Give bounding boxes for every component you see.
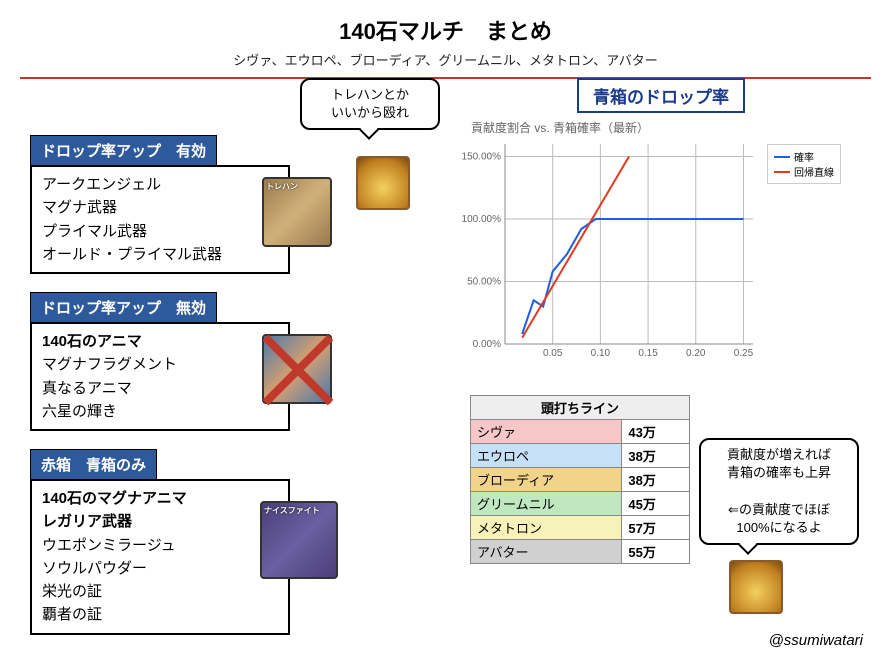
credit: @ssumiwatari [769,632,863,649]
treasure-chest-icon [729,560,783,614]
legend-item: 回帰直線 [774,164,834,179]
table-header: 頭打ちライン [471,396,690,420]
list-item: ウエポンミラージュ [42,534,278,557]
list-item: マグナフラグメント [42,353,278,376]
speech-line: 青箱の確率も上昇 [727,465,831,480]
list-item: オールド・プライマル武器 [42,243,278,266]
list-item: レガリア武器 [42,510,278,533]
list-item: 真なるアニマ [42,377,278,400]
list-item: 栄光の証 [42,580,278,603]
section-header: ドロップ率アップ 有効 [30,135,217,166]
svg-text:0.20: 0.20 [686,348,706,359]
speech-bubble-right: 貢献度が増えれば 青箱の確率も上昇 ⇐の貢献度でほぼ 100%になるよ [699,438,859,545]
character-image [262,334,332,404]
section-body: アークエンジェル マグナ武器 プライマル武器 オールド・プライマル武器 トレハン [30,165,290,274]
table-cell: 45万 [622,492,690,516]
table-cell: 55万 [622,540,690,564]
section-body: 140石のマグナアニマ レガリア武器 ウエポンミラージュ ソウルパウダー 栄光の… [30,479,290,635]
page-title: 140石マルチ まとめ [0,0,891,46]
character-image: ナイスファイト [260,501,338,579]
speech-line: ⇐の貢献度でほぼ [728,502,830,517]
svg-text:0.15: 0.15 [638,348,658,359]
section-body: 140石のアニマ マグナフラグメント 真なるアニマ 六星の輝き [30,322,290,431]
page-subtitle: シヴァ、エウロペ、ブローディア、グリームニル、メタトロン、アバター [0,46,891,77]
table-row: シヴァ43万 [471,420,690,444]
legend-swatch [774,156,790,158]
svg-text:0.10: 0.10 [591,348,611,359]
legend-label: 回帰直線 [794,164,834,179]
table-cell: メタトロン [471,516,622,540]
speech-line: トレハンとか [331,87,409,102]
chart-legend: 確率 回帰直線 [767,144,841,184]
table-cell: 57万 [622,516,690,540]
character-image: トレハン [262,177,332,247]
threshold-table: 頭打ちライン シヴァ43万エウロペ38万ブローディア38万グリームニル45万メタ… [470,395,690,564]
table-row: アバター55万 [471,540,690,564]
svg-text:50.00%: 50.00% [467,277,501,288]
list-item: 140石のアニマ [42,330,278,353]
legend-label: 確率 [794,149,814,164]
table-cell: エウロペ [471,444,622,468]
list-item: マグナ武器 [42,196,278,219]
svg-text:0.25: 0.25 [734,348,754,359]
chart-subtitle: 貢献度割合 vs. 青箱確率（最新） [471,119,861,136]
table-cell: 43万 [622,420,690,444]
char-label: ナイスファイト [264,505,320,517]
list-item: 140石のマグナアニマ [42,487,278,510]
list-item: ソウルパウダー [42,557,278,580]
blue-box-chart: 0.00% 50.00% 100.00% 150.00% 0.05 0.10 0.15 0.2… [461,138,841,368]
table-cell: アバター [471,540,622,564]
left-column: ドロップ率アップ 有効 アークエンジェル マグナ武器 プライマル武器 オールド・… [30,135,370,635]
speech-line: 貢献度が増えれば [727,447,831,462]
legend-item: 確率 [774,149,834,164]
svg-text:0.00%: 0.00% [473,339,501,350]
right-column: 青箱のドロップ率 貢献度割合 vs. 青箱確率（最新） 0.00% 50.00% 1… [461,78,861,368]
section-header: ドロップ率アップ 無効 [30,292,217,323]
speech-tail-icon [738,535,758,555]
table-row: エウロペ38万 [471,444,690,468]
list-item: 覇者の証 [42,603,278,626]
svg-text:100.00%: 100.00% [462,214,502,225]
section-droprate-none: ドロップ率アップ 無効 140石のアニマ マグナフラグメント 真なるアニマ 六星… [30,292,370,431]
speech-line: いいから殴れ [331,105,409,120]
section-header: 赤箱 青箱のみ [30,449,157,480]
section-box-only: 赤箱 青箱のみ 140石のマグナアニマ レガリア武器 ウエポンミラージュ ソウル… [30,449,370,635]
table-cell: シヴァ [471,420,622,444]
char-label: トレハン [266,181,298,193]
table-row: ブローディア38万 [471,468,690,492]
list-item: 六星の輝き [42,400,278,423]
section-droprate-up: ドロップ率アップ 有効 アークエンジェル マグナ武器 プライマル武器 オールド・… [30,135,370,274]
table-cell: グリームニル [471,492,622,516]
svg-text:150.00%: 150.00% [462,152,502,163]
table-cell: 38万 [622,468,690,492]
table-row: メタトロン57万 [471,516,690,540]
speech-bubble-top: トレハンとか いいから殴れ [300,78,440,130]
list-item: アークエンジェル [42,173,278,196]
table-row: グリームニル45万 [471,492,690,516]
table-cell: ブローディア [471,468,622,492]
table-cell: 38万 [622,444,690,468]
legend-swatch [774,171,790,173]
svg-text:0.05: 0.05 [543,348,563,359]
list-item: プライマル武器 [42,220,278,243]
chart-box-title: 青箱のドロップ率 [577,78,745,113]
speech-line: 100%になるよ [736,520,821,535]
